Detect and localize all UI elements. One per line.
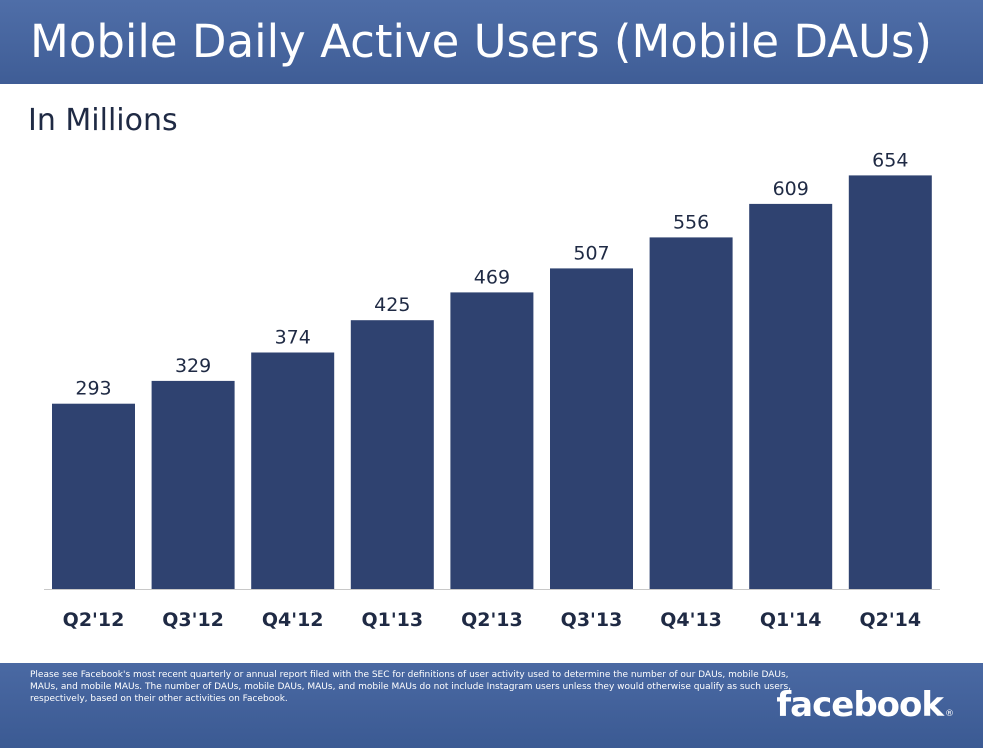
bar-Q2'12 bbox=[52, 403, 135, 589]
bar-Q3'13 bbox=[550, 268, 633, 589]
title-bar: Mobile Daily Active Users (Mobile DAUs) bbox=[0, 0, 983, 84]
facebook-logo: facebook ® bbox=[776, 685, 954, 725]
x-tick-label-Q4'13: Q4'13 bbox=[660, 609, 722, 631]
bar-Q1'13 bbox=[350, 320, 434, 589]
data-label-Q3'13: 507 bbox=[573, 242, 609, 264]
data-label-Q3'12: 329 bbox=[175, 355, 211, 377]
facebook-logo-text: facebook bbox=[776, 685, 944, 725]
data-label-Q4'12: 374 bbox=[275, 327, 311, 349]
page-title: Mobile Daily Active Users (Mobile DAUs) bbox=[30, 15, 932, 68]
registered-mark: ® bbox=[945, 709, 954, 719]
x-tick-label-Q3'13: Q3'13 bbox=[561, 609, 623, 631]
data-label-Q2'13: 469 bbox=[474, 266, 510, 288]
data-label-Q2'12: 293 bbox=[75, 378, 111, 400]
x-tick-label-Q3'12: Q3'12 bbox=[162, 609, 224, 631]
x-tick-label-Q2'12: Q2'12 bbox=[63, 609, 125, 631]
x-tick-label-Q1'14: Q1'14 bbox=[760, 609, 822, 631]
bar-Q2'13 bbox=[450, 292, 534, 589]
bar-Q1'14 bbox=[749, 203, 833, 589]
bar-Q3'12 bbox=[151, 380, 235, 589]
footer-disclaimer: Please see Facebook's most recent quarte… bbox=[30, 670, 792, 704]
data-label-Q4'13: 556 bbox=[673, 211, 709, 233]
data-label-Q2'14: 654 bbox=[872, 149, 908, 171]
x-tick-label-Q4'12: Q4'12 bbox=[262, 609, 324, 631]
bar-Q2'14 bbox=[848, 175, 932, 589]
data-label-Q1'14: 609 bbox=[773, 178, 809, 200]
x-tick-label-Q1'13: Q1'13 bbox=[361, 609, 423, 631]
footer-bar: Please see Facebook's most recent quarte… bbox=[0, 663, 983, 748]
x-tick-label-Q2'14: Q2'14 bbox=[859, 609, 921, 631]
bar-Q4'12 bbox=[251, 352, 335, 589]
x-tick-label-Q2'13: Q2'13 bbox=[461, 609, 523, 631]
data-label-Q1'13: 425 bbox=[374, 294, 410, 316]
chart-subtitle: In Millions bbox=[28, 103, 178, 138]
bar-Q4'13 bbox=[649, 237, 733, 589]
bar-chart: 293 Q2'12 329 Q3'12 374 Q4'12 425 Q1'13 469 Q2'13… bbox=[44, 149, 940, 631]
